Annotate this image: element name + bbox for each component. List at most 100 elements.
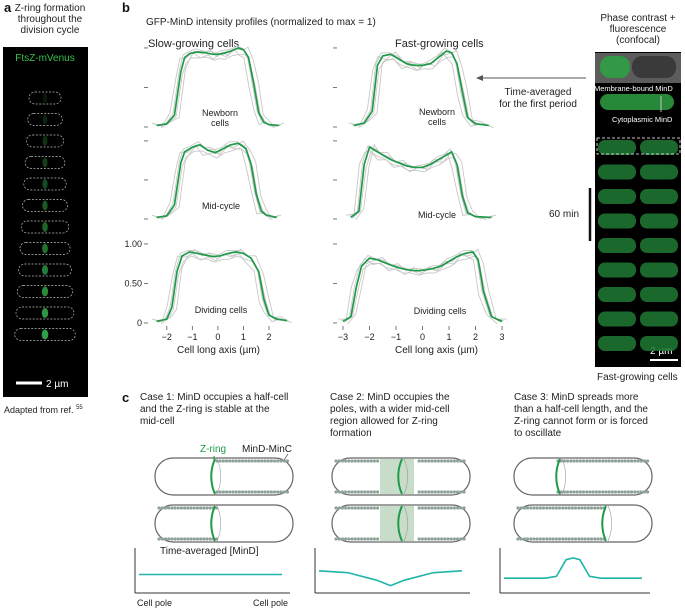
zring-signal [41,329,49,340]
minc-bead [519,506,523,510]
minc-bead [424,490,428,494]
replicate-trace [349,145,490,219]
minc-bead [420,506,424,510]
minc-bead [192,506,196,510]
minc-bead [340,459,344,463]
minc-bead [577,506,581,510]
x-tick-label: −2 [162,332,172,342]
minc-bead [244,490,248,494]
minc-bead [642,490,647,494]
minc-bead [353,537,357,541]
minc-bead [446,506,450,510]
x-tick-label: 3 [500,332,505,342]
avg-curve [318,570,463,587]
timelapse-cell-right [640,140,678,155]
minc-bead [369,537,373,541]
profile-charts: −2 −1 0 1 2 0 0.50 1.00 −3 −2 −1 0 1 2 3 [124,45,507,342]
minc-bead [253,459,257,463]
minc-bead [225,490,229,494]
panel-a-title-line2: throughout the [17,14,83,25]
minc-bead [604,459,608,463]
minc-bead [578,490,583,494]
timelapse-cell-left [598,287,636,302]
minc-bead [542,537,546,541]
time-averaged-plots [134,548,650,594]
cell-outline [16,285,74,298]
minc-bead [366,506,370,510]
timelapse-cell-right [640,189,678,204]
minc-bead [424,506,428,510]
minc-bead [356,459,360,463]
minc-bead [247,459,251,463]
minc-bead [334,537,338,541]
minc-bead [582,459,586,463]
minc-bead [436,490,440,494]
x-tick-label: 1 [241,332,246,342]
minc-bead [446,537,450,541]
minc-bead [376,537,380,541]
minc-bead [436,506,440,510]
minc-bead [202,506,206,510]
minc-bead [218,490,222,494]
fast-newborn-line1: Newborn [418,107,456,117]
replicate-trace [160,248,292,325]
minc-bead [462,537,466,541]
minc-bead [562,459,567,463]
minc-bead [167,537,171,541]
footnote-ref: 55 [76,405,83,411]
mean-trace [353,50,489,127]
x-tick-label: 2 [473,332,478,342]
case1-line1: Case 1: MinD occupies a half-cell [140,392,289,403]
minc-pointer [283,453,289,461]
minc-bead [205,537,209,541]
col2-xlabel: Cell long axis (µm) [395,345,479,356]
replicate-trace [157,53,281,127]
minc-bead [356,506,360,510]
micro-title-line3: (confocal) [616,35,660,46]
minc-bead [285,459,289,463]
minc-bead [646,490,650,494]
minc-bead [170,506,174,510]
footnote-text: Adapted from ref. [4,405,74,415]
minc-bead [580,506,584,510]
minc-bead [160,506,164,510]
replicate-trace [157,255,289,323]
minc-bead [566,490,570,494]
panel-a-title: Z-ring formation throughout the division… [8,3,92,36]
avg-label: Time-averaged [MinD] [160,546,259,557]
minc-bead [588,490,592,494]
minc-bead [558,506,562,510]
cell-outline [26,134,64,148]
minc-bead [620,459,624,463]
cell-outline [23,177,67,191]
minc-bead [337,490,341,494]
minc-bead [417,459,421,463]
micro-caption: Fast-growing cells [597,372,678,383]
minc-bead [594,459,599,463]
minc-bead [366,537,370,541]
zring [555,458,561,495]
minc-bead [452,506,456,510]
minc-bead [334,490,338,494]
minc-bead [601,459,605,463]
minc-bead [436,537,440,541]
minc-bead [449,490,453,494]
minc-bead [221,459,225,463]
minc-bead [231,490,235,494]
minc-bead [234,490,238,494]
minc-bead [538,506,543,510]
minc-bead [350,537,354,541]
y-tick-label: 1.00 [124,239,142,249]
minc-bead [580,537,584,541]
minc-bead [176,537,180,541]
col2-title: Fast-growing cells [395,38,484,50]
col1-title: Slow-growing cells [148,38,240,50]
minc-bead [582,490,586,494]
minc-bead [574,537,578,541]
minc-bead [369,506,373,510]
minc-bead [347,537,351,541]
timelapse-cell-right [640,164,678,180]
first-period-box [596,137,681,155]
minc-bead [575,490,579,494]
minc-bead [586,537,591,541]
